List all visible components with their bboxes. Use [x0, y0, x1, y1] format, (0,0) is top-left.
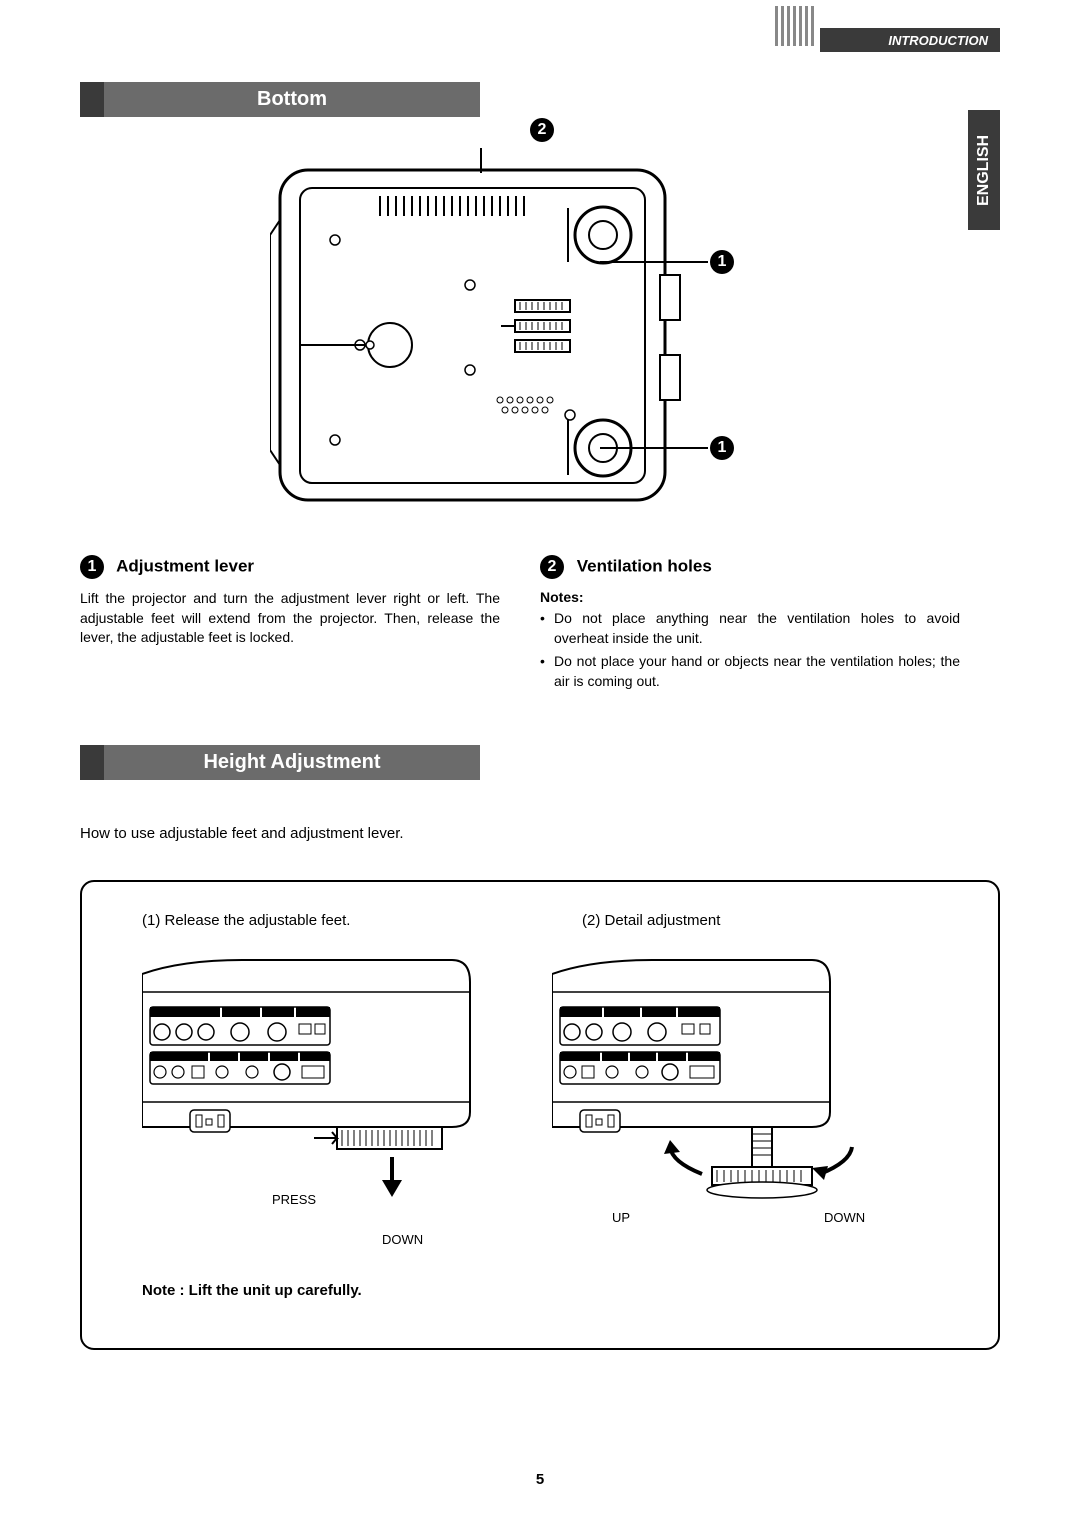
leader-line — [600, 447, 708, 449]
bullet-1-icon: 1 — [80, 555, 104, 579]
careful-note: Note : Lift the unit up carefully. — [142, 1282, 362, 1299]
down2-label: DOWN — [824, 1210, 865, 1225]
notes-list: Do not place anything near the ventilati… — [540, 609, 960, 691]
adjustment-body: Lift the projector and turn the adjustme… — [80, 589, 500, 648]
callout-1-lower: 1 — [710, 436, 734, 460]
bullet-2-icon: 2 — [540, 555, 564, 579]
step-2-label: (2) Detail adjustment — [582, 912, 720, 929]
note-item: Do not place your hand or objects near t… — [540, 652, 960, 691]
projector-diagram-1 — [142, 952, 472, 1182]
barcode-decoration — [775, 6, 814, 46]
notes-label: Notes: — [540, 589, 960, 605]
leader-line — [600, 261, 708, 263]
adjustment-lever-section: 1 Adjustment lever Lift the projector an… — [80, 555, 500, 648]
section-bottom: Bottom — [80, 82, 480, 117]
ventilation-title: Ventilation holes — [577, 556, 712, 575]
chapter-header: INTRODUCTION — [820, 28, 1000, 52]
section-height: Height Adjustment — [80, 745, 480, 780]
press-label: PRESS — [272, 1192, 316, 1207]
callout-2-top: 2 — [530, 118, 554, 142]
ventilation-section: 2 Ventilation holes Notes: Do not place … — [540, 555, 960, 695]
leader-line — [480, 148, 482, 173]
down-label: DOWN — [382, 1232, 423, 1247]
steps-box: (1) Release the adjustable feet. (2) Det… — [80, 880, 1000, 1350]
projector-diagram-2 — [552, 952, 882, 1182]
height-intro: How to use adjustable feet and adjustmen… — [80, 825, 404, 842]
note-item: Do not place anything near the ventilati… — [540, 609, 960, 648]
page-number: 5 — [536, 1471, 544, 1488]
callout-1-upper: 1 — [710, 250, 734, 274]
up-label: UP — [612, 1210, 630, 1225]
step-1-label: (1) Release the adjustable feet. — [142, 912, 350, 929]
bottom-diagram — [270, 120, 730, 520]
adjustment-title: Adjustment lever — [116, 556, 254, 575]
language-tab: ENGLISH — [968, 110, 1000, 230]
